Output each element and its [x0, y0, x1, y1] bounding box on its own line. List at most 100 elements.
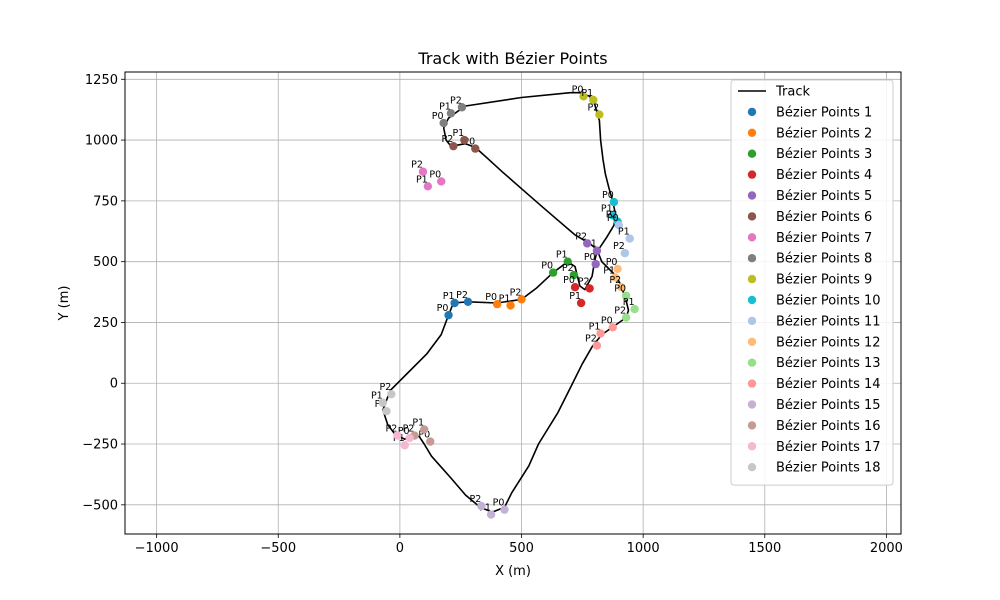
bezier-point-label: P2 — [403, 424, 415, 435]
bezier-point — [563, 257, 572, 266]
bezier-point-label: P1 — [479, 503, 491, 514]
bezier-point — [437, 177, 446, 186]
bezier-point — [613, 264, 622, 274]
legend-label: Bézier Points 8 — [776, 252, 872, 267]
bezier-point-label: P2 — [587, 103, 599, 114]
bezier-point-label: P2 — [442, 134, 454, 145]
bezier-point-label: P1 — [618, 227, 630, 238]
bezier-point — [405, 433, 414, 443]
legend-label: Bézier Points 5 — [776, 189, 872, 204]
legend-label: Bézier Points 11 — [776, 314, 881, 329]
legend-label: Bézier Points 7 — [776, 231, 872, 246]
legend-label: Bézier Points 9 — [776, 273, 872, 288]
bezier-point-label: P2 — [456, 290, 468, 301]
legend-label: Bézier Points 18 — [776, 461, 881, 476]
bezier-point — [471, 144, 480, 153]
bezier-point — [579, 92, 588, 101]
bezier-series-4: P0 P1 P2 — [563, 275, 594, 308]
bezier-point — [457, 103, 467, 112]
bezier-point-label: P2 — [613, 241, 625, 252]
bezier-point-label: P1 — [603, 265, 615, 276]
y-tick-label: −250 — [82, 438, 118, 453]
legend-swatch — [747, 358, 757, 367]
bezier-point — [393, 431, 402, 440]
bezier-point — [630, 304, 639, 314]
legend-label-track: Track — [775, 85, 810, 100]
bezier-point — [450, 298, 459, 308]
bezier-point — [591, 259, 600, 269]
bezier-point — [569, 270, 579, 280]
bezier-point — [387, 389, 396, 399]
legend-swatch — [747, 316, 757, 326]
bezier-point-label: P1 — [581, 88, 593, 99]
bezier-point — [608, 211, 617, 220]
y-tick-label: 1000 — [85, 134, 118, 149]
legend-swatch — [747, 170, 757, 179]
bezier-point — [548, 268, 558, 277]
bezier-point-label: P2 — [575, 231, 587, 242]
legend-swatch — [747, 379, 757, 388]
x-tick-label: 500 — [509, 541, 534, 556]
bezier-point — [420, 425, 429, 434]
bezier-point-label: P1 — [601, 203, 613, 214]
bezier-point-label: P1 — [416, 174, 428, 185]
bezier-point-label: P0 — [429, 169, 441, 180]
x-tick-label: −500 — [260, 541, 296, 556]
bezier-point-label: P0 — [614, 284, 626, 295]
bezier-point — [506, 301, 515, 310]
bezier-point-label: P2 — [614, 306, 626, 317]
bezier-point — [444, 310, 453, 320]
bezier-point-label: P1 — [452, 128, 464, 139]
legend-swatch — [747, 463, 757, 472]
legend-label: Bézier Points 15 — [776, 398, 881, 413]
bezier-point — [595, 110, 604, 119]
legend-swatch — [747, 274, 757, 284]
bezier-point-label: P0 — [584, 252, 596, 263]
bezier-point — [625, 234, 634, 243]
bezier-point — [446, 109, 456, 118]
bezier-point-label: P1 — [556, 250, 568, 261]
bezier-point-label: P0 — [572, 84, 584, 95]
bezier-point-label: P0 — [437, 303, 449, 314]
bezier-point — [460, 135, 469, 145]
legend-label: Bézier Points 13 — [776, 356, 881, 371]
bezier-point-label: P1 — [439, 101, 451, 112]
bezier-point-label: P2 — [606, 210, 618, 221]
bezier-point — [449, 141, 458, 151]
bezier-point — [486, 510, 496, 519]
axes-frame — [124, 71, 902, 535]
x-tick-label: −1000 — [135, 541, 179, 556]
bezier-point — [608, 323, 617, 332]
y-tick-label: 500 — [93, 255, 118, 270]
bezier-point — [463, 297, 473, 306]
bezier-point-label: P1 — [443, 291, 455, 302]
bezier-point — [596, 329, 605, 338]
x-tick-label: 1000 — [627, 541, 660, 556]
bezier-point — [517, 295, 526, 304]
bezier-point-label: P0 — [563, 275, 575, 286]
bezier-point-label: P2 — [379, 382, 391, 393]
legend-swatch — [747, 254, 757, 263]
bezier-point — [492, 300, 502, 309]
bezier-point — [610, 273, 620, 282]
bezier-point-label: P2 — [609, 275, 621, 286]
legend-label: Bézier Points 12 — [776, 335, 881, 350]
bezier-points-layer: P0P1P2P0P1P2P0P1P2P0P1P2P0P1P2P0P1P2P0P1… — [371, 84, 639, 519]
legend-label: Bézier Points 16 — [776, 419, 881, 434]
legend-label: Bézier Points 17 — [776, 440, 881, 455]
bezier-point-label: P2 — [562, 263, 574, 274]
bezier-point — [423, 182, 433, 191]
bezier-point-label: P2 — [585, 334, 597, 345]
y-tick-label: 750 — [93, 194, 118, 209]
bezier-point — [570, 282, 580, 292]
bezier-point — [589, 95, 598, 105]
